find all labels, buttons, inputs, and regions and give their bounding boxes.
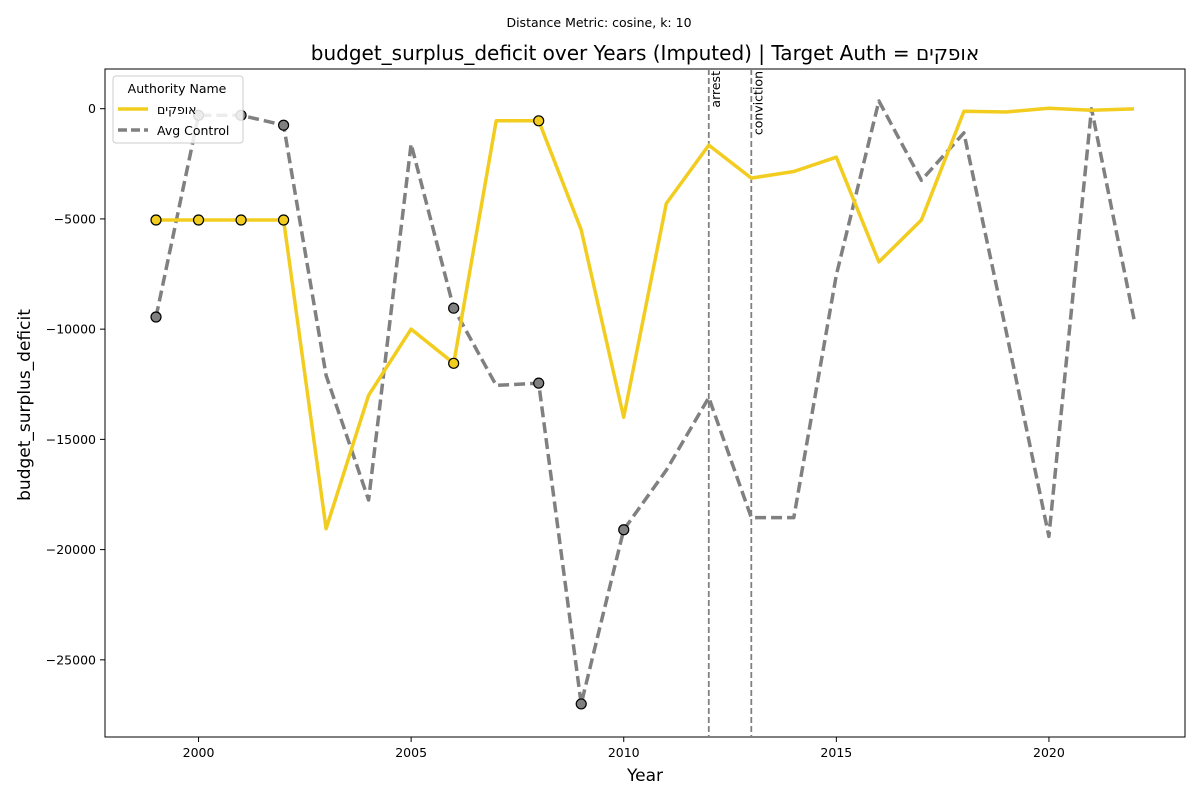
chart-title: budget_surplus_deficit over Years (Imput…: [311, 41, 979, 65]
event-markers: arrest conviction: [708, 69, 765, 737]
x-axis-label: Year: [626, 766, 663, 786]
event-label-conviction: conviction: [750, 71, 765, 135]
imputed-point-target: [533, 115, 545, 127]
imputed-point-target: [235, 214, 247, 226]
series-line-control: [154, 99, 1136, 706]
legend-label-control: Avg Control: [157, 123, 229, 138]
imputed-point-control: [277, 119, 290, 131]
x-tick-label: 2005: [395, 745, 427, 760]
legend-box: [112, 75, 244, 144]
y-tick-label: 0: [88, 101, 96, 116]
imputed-point-control: [448, 302, 460, 314]
y-tick-label: −25000: [46, 652, 96, 667]
y-tick-label: −20000: [46, 542, 96, 557]
y-tick-label: −5000: [54, 211, 96, 226]
x-tick-label: 2015: [820, 745, 852, 760]
x-tick-label: 2010: [608, 745, 640, 760]
imputed-point-target: [277, 214, 290, 226]
imputed-point-target: [192, 214, 205, 226]
y-tick-label: −15000: [46, 432, 96, 447]
imputed-point-control: [150, 311, 162, 323]
imputed-point-control: [533, 377, 545, 389]
plot-area: [104, 68, 1186, 738]
x-tick-label: 2020: [1033, 745, 1065, 760]
imputed-point-target: [150, 214, 162, 226]
y-axis-label: budget_surplus_deficit: [15, 309, 35, 501]
event-label-arrest: arrest: [708, 71, 723, 108]
imputed-point-control: [575, 698, 587, 710]
imputed-point-control: [618, 524, 630, 536]
y-tick-label: −10000: [46, 322, 96, 337]
series-layer: [150, 99, 1136, 710]
legend-title: Authority Name: [128, 81, 227, 96]
legend: Authority Name אופקים Avg Control: [112, 75, 244, 144]
axes: 2000 2005 2010 2015 2020 0 −5000 −10000 −15000 −2…: [46, 101, 1065, 760]
imputed-point-target: [448, 357, 460, 369]
series-line-target: [156, 106, 1135, 531]
chart-suptitle: Distance Metric: cosine, k: 10: [506, 15, 691, 30]
x-tick-label: 2000: [183, 745, 215, 760]
legend-label-target: אופקים: [157, 102, 197, 117]
